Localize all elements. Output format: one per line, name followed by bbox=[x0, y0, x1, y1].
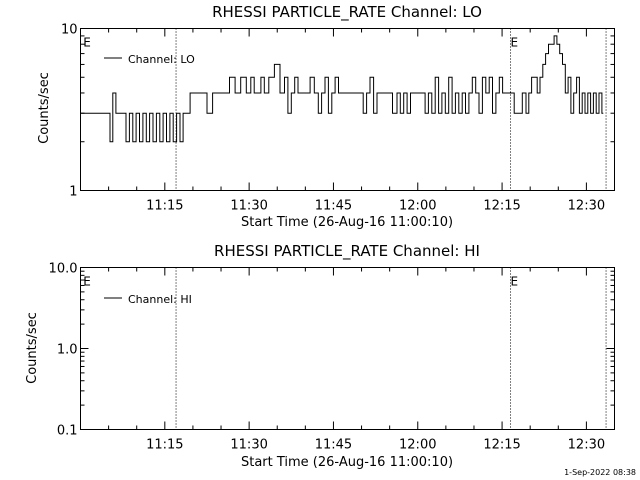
x-tick-label: 12:15 bbox=[483, 438, 520, 453]
x-tick-label: 11:15 bbox=[146, 199, 183, 214]
x-tick-label: 12:30 bbox=[568, 438, 605, 453]
chart-title: RHESSI PARTICLE_RATE Channel: LO bbox=[212, 3, 482, 22]
series-line bbox=[80, 35, 604, 143]
y-tick-label: 10 bbox=[61, 23, 78, 38]
x-tick-label: 11:15 bbox=[146, 438, 183, 453]
legend-entry: Channel: HI bbox=[128, 293, 192, 306]
x-tick-label: 11:45 bbox=[315, 199, 352, 214]
x-axis-label: Start Time (26-Aug-16 11:00:10) bbox=[241, 455, 453, 470]
y-tick-label: 0.1 bbox=[57, 424, 78, 439]
x-tick-label: 11:30 bbox=[230, 199, 267, 214]
event-marker: E bbox=[511, 275, 519, 289]
plot-frame bbox=[80, 267, 615, 430]
x-tick-label: 12:30 bbox=[568, 199, 605, 214]
event-marker: E bbox=[83, 275, 91, 289]
x-tick-label: 12:15 bbox=[483, 199, 520, 214]
axis-ticks: 11:15 11:30 11:45 12:00 12:15 12:30 1 10 bbox=[61, 23, 615, 214]
axis-ticks: 11:15 11:30 11:45 12:00 12:15 12:30 0.1 1.0 10.0 bbox=[49, 262, 615, 453]
y-tick-label: 1 bbox=[69, 185, 77, 200]
plot-frame bbox=[80, 28, 615, 191]
x-tick-label: 11:45 bbox=[315, 438, 352, 453]
chart-panel-lo: RHESSI PARTICLE_RATE Channel: LO Counts/… bbox=[37, 3, 615, 230]
y-tick-label: 1.0 bbox=[57, 343, 78, 358]
series-group bbox=[80, 35, 604, 143]
y-axis-label: Counts/sec bbox=[25, 312, 40, 384]
legend: Channel: HI bbox=[104, 293, 192, 306]
event-marker: E bbox=[511, 36, 519, 50]
chart-panel-hi: RHESSI PARTICLE_RATE Channel: HI Counts/… bbox=[25, 242, 615, 470]
x-axis-label: Start Time (26-Aug-16 11:00:10) bbox=[241, 215, 453, 230]
y-axis-label: Counts/sec bbox=[37, 72, 52, 144]
legend-entry: Channel: LO bbox=[128, 53, 195, 66]
x-tick-label: 11:30 bbox=[230, 438, 267, 453]
x-tick-label: 12:00 bbox=[399, 438, 436, 453]
x-tick-label: 12:00 bbox=[399, 199, 436, 214]
footer-timestamp: 1-Sep-2022 08:38 bbox=[564, 468, 636, 477]
y-tick-label: 10.0 bbox=[49, 262, 78, 277]
legend: Channel: LO bbox=[104, 53, 195, 66]
event-marker: E bbox=[83, 36, 91, 50]
chart-title: RHESSI PARTICLE_RATE Channel: HI bbox=[214, 242, 480, 261]
